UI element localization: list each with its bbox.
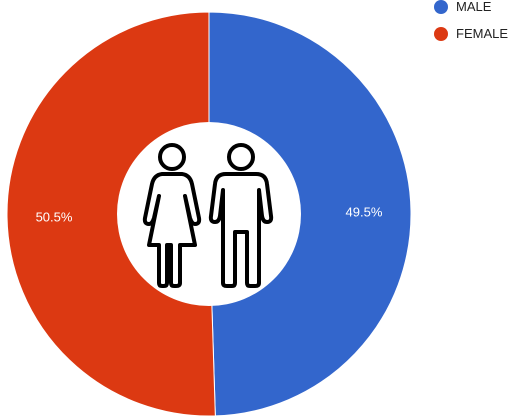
slice-male[interactable]: [208, 11, 412, 417]
data-label-female: 50.5%: [36, 209, 73, 224]
legend-item-female[interactable]: FEMALE: [434, 27, 508, 41]
female-figure-icon: [142, 143, 202, 288]
people-icon: [142, 143, 274, 288]
legend-swatch-male: [434, 0, 448, 14]
donut-hole: [117, 122, 301, 306]
legend-label-female: FEMALE: [456, 26, 509, 41]
donut-slices: [6, 11, 412, 417]
slice-female[interactable]: [6, 11, 216, 417]
legend-label-male: MALE: [456, 0, 492, 14]
male-figure-icon: [208, 143, 274, 288]
chart-legend: MALE FEMALE: [434, 0, 508, 54]
legend-swatch-female: [434, 27, 448, 41]
legend-item-male[interactable]: MALE: [434, 0, 508, 14]
data-label-male: 49.5%: [346, 205, 383, 220]
data-labels: 49.5% 50.5%: [36, 205, 383, 225]
